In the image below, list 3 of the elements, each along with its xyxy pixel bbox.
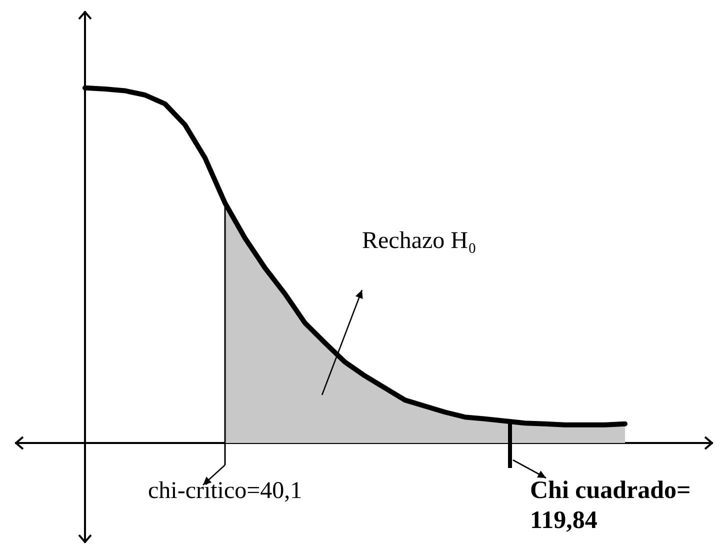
text: chi-crítico=40,1 — [148, 478, 302, 504]
annotation: Rechazo H₀ — [362, 228, 476, 254]
text: Chi cuadrado= 119,84 — [530, 477, 691, 534]
